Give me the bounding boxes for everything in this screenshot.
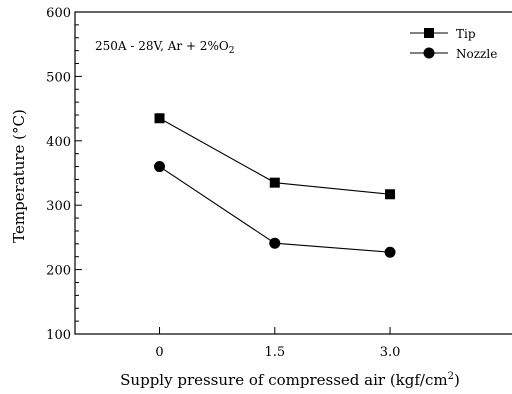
legend: Tip Nozzle (410, 27, 497, 61)
y-tick-label: 300 (46, 199, 71, 214)
y-axis-ticks: 100 200 300 400 500 600 (46, 6, 82, 343)
data-point-nozzle (269, 237, 281, 249)
y-tick-label: 500 (46, 70, 71, 85)
legend-marker-nozzle (423, 47, 435, 59)
y-tick-label: 400 (46, 135, 71, 150)
plot-frame (74, 11, 512, 335)
y-tick-label: 600 (46, 6, 71, 21)
x-tick-label: 0 (155, 345, 163, 360)
x-tick-label: 1.5 (264, 345, 285, 360)
y-tick-label: 200 (46, 264, 71, 279)
data-point-tip (385, 189, 396, 200)
x-tick-label: 3.0 (380, 345, 401, 360)
data-point-nozzle (154, 161, 166, 173)
x-axis-title: Supply pressure of compressed air (kgf/c… (120, 371, 460, 389)
y-tick-label: 100 (46, 328, 71, 343)
data-point-tip (154, 113, 165, 124)
series-group (154, 113, 396, 258)
condition-annotation: 250A - 28V, Ar + 2%O2 (95, 39, 234, 56)
legend-label-tip: Tip (456, 27, 476, 41)
legend-label-nozzle: Nozzle (456, 47, 497, 61)
data-point-nozzle (384, 246, 396, 258)
x-axis-ticks: 0 1.5 3.0 (155, 327, 400, 360)
data-point-tip (269, 177, 280, 188)
legend-marker-tip (424, 28, 434, 38)
y-axis-title: Temperature (°C) (10, 109, 28, 243)
